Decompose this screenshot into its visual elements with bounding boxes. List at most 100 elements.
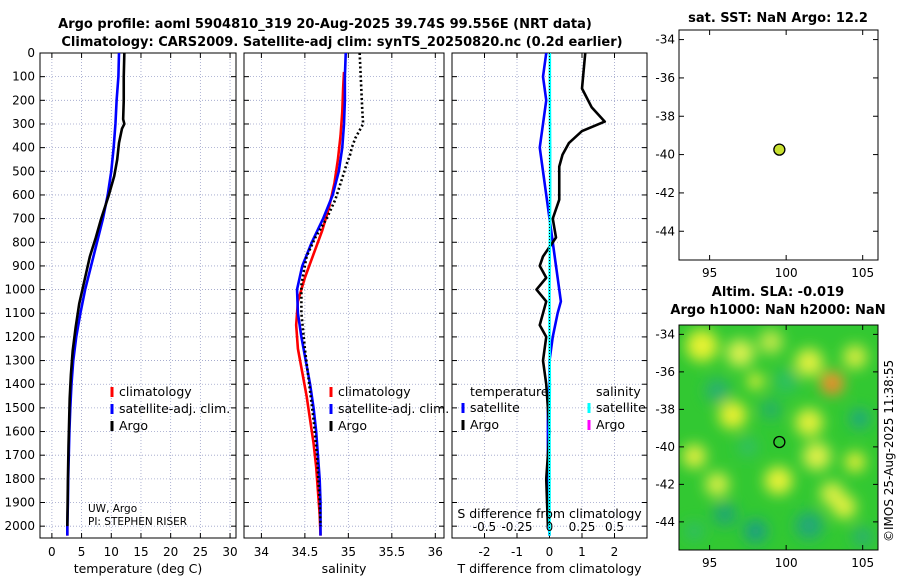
x-tick-label: 35	[341, 545, 356, 559]
heatmap-cell	[832, 494, 857, 519]
x-tick-label: 1	[578, 545, 586, 559]
heatmap-cell	[764, 466, 793, 495]
y-tick-label: 700	[12, 212, 35, 226]
heatmap-cell	[705, 378, 730, 403]
legend-title-temperature: temperature	[470, 384, 549, 399]
map-y-tick-label: -34	[655, 327, 675, 341]
x-tick-label: -2	[479, 545, 491, 559]
y-tick-label: 1100	[4, 306, 35, 320]
s-tick-label: 0.5	[605, 520, 624, 534]
map-y-tick-label: -44	[655, 224, 675, 238]
y-tick-label: 100	[12, 70, 35, 84]
s-tick-label: 0	[546, 520, 554, 534]
heatmap-cell	[737, 436, 758, 457]
x-tick-label: 35.5	[378, 545, 405, 559]
y-tick-label: 1700	[4, 448, 35, 462]
map-y-tick-label: -40	[655, 148, 675, 162]
y-tick-label: 1300	[4, 354, 35, 368]
y-tick-label: 900	[12, 259, 35, 273]
heatmap-cell	[760, 399, 781, 420]
y-tick-label: 500	[12, 164, 35, 178]
x-tick-label: 0	[546, 545, 554, 559]
x-tick-label: -1	[511, 545, 523, 559]
x-tick-label: 15	[133, 545, 148, 559]
y-tick-label: 1000	[4, 283, 35, 297]
series-argo	[66, 52, 126, 527]
sla-map-title-2: Argo h1000: NaN h2000: NaN	[670, 303, 885, 318]
y-tick-label: 1600	[4, 425, 35, 439]
axes-frame	[39, 52, 237, 539]
y-tick-label: 200	[12, 93, 35, 107]
title-line-1: Argo profile: aoml 5904810_319 20-Aug-20…	[58, 17, 592, 32]
legend-label: climatology	[119, 384, 192, 399]
heatmap-cell	[685, 329, 718, 362]
sst-map-title: sat. SST: NaN Argo: 12.2	[688, 11, 868, 26]
heatmap-cell	[758, 329, 783, 354]
legend-label: climatology	[338, 384, 411, 399]
map-y-tick-label: -34	[655, 33, 675, 47]
heatmap-cell	[747, 373, 764, 390]
title-line-2: Climatology: CARS2009. Satellite-adj cli…	[61, 35, 622, 50]
x-tick-label: 34.5	[292, 545, 319, 559]
heatmap-cell	[795, 511, 824, 540]
sla-map-title-1: Altim. SLA: -0.019	[712, 285, 844, 300]
legend-label: satellite-adj. clim.	[338, 401, 449, 416]
temperature-panel: 0 5 10 15 20 25 30 temperature (deg C) 0 100 200 30…	[4, 46, 237, 576]
heatmap-cell	[718, 401, 747, 429]
heatmap-cell	[726, 339, 755, 368]
sst-map-panel: 95 100 105 -34 -36 -38 -40 -42 -44	[655, 29, 879, 280]
salinity-panel: 34 34.5 35 35.5 36 salinity climatology satelli…	[243, 52, 449, 576]
x-tick-label: 10	[104, 545, 119, 559]
legend-title-salinity: salinity	[596, 384, 641, 399]
x-tick-label: 30	[222, 545, 237, 559]
map-y-tick-label: -36	[655, 71, 675, 85]
y-tick-label: 300	[12, 117, 35, 131]
legend-label: Argo	[470, 417, 499, 432]
map-x-tick-label: 105	[851, 266, 874, 280]
sla-heatmap	[679, 325, 878, 550]
map-y-tick-label: -36	[655, 365, 675, 379]
x-tick-label: 25	[193, 545, 208, 559]
heatmap-cell	[684, 521, 705, 542]
map-frame	[678, 324, 879, 551]
x-tick-label: 0	[48, 545, 56, 559]
heatmap-cell	[826, 379, 839, 391]
legend-label: Argo	[596, 417, 625, 432]
axes-frame	[243, 52, 445, 539]
series-climatology	[294, 71, 346, 536]
y-tick-label: 800	[12, 235, 35, 249]
map-x-tick-label: 95	[702, 556, 717, 570]
s-tick-label: 0.25	[569, 520, 596, 534]
heatmap-cell	[705, 472, 730, 497]
series-argo	[300, 52, 365, 527]
series-t-argo	[535, 52, 607, 527]
series-s-satellite	[548, 53, 552, 536]
s-tick-label: -0.5	[473, 520, 496, 534]
map-x-tick-label: 95	[702, 266, 717, 280]
x-axis-label: T difference from climatology	[456, 561, 642, 576]
series-satellite-adj-clim-	[295, 52, 348, 536]
y-tick-label: 1900	[4, 496, 35, 510]
x-axis-label: salinity	[322, 561, 367, 576]
x-tick-label: 34	[254, 545, 269, 559]
x-axis-label: temperature (deg C)	[74, 561, 203, 576]
x-tick-label: 36	[428, 545, 443, 559]
y-tick-label: 1500	[4, 401, 35, 415]
heatmap-cell	[743, 519, 768, 544]
argo-location-marker	[773, 435, 786, 449]
map-y-tick-label: -38	[655, 109, 675, 123]
map-y-tick-label: -40	[655, 440, 675, 454]
y-tick-label: 0	[27, 46, 35, 60]
heatmap-blobs	[682, 329, 873, 547]
legend-label: Argo	[119, 418, 148, 433]
sla-map-panel: 95 100 105 -34 -36 -38 -40 -42 -44	[655, 324, 879, 570]
imos-credit: ©IMOS 25-Aug-2025 11:38:55	[882, 360, 896, 542]
y-tick-label: 1800	[4, 472, 35, 486]
y-tick-label: 1200	[4, 330, 35, 344]
legend-label: Argo	[338, 418, 367, 433]
heatmap-cell	[849, 408, 870, 429]
heatmap-cell	[712, 502, 737, 527]
map-y-tick-label: -42	[655, 186, 675, 200]
heatmap-cell	[845, 451, 866, 472]
